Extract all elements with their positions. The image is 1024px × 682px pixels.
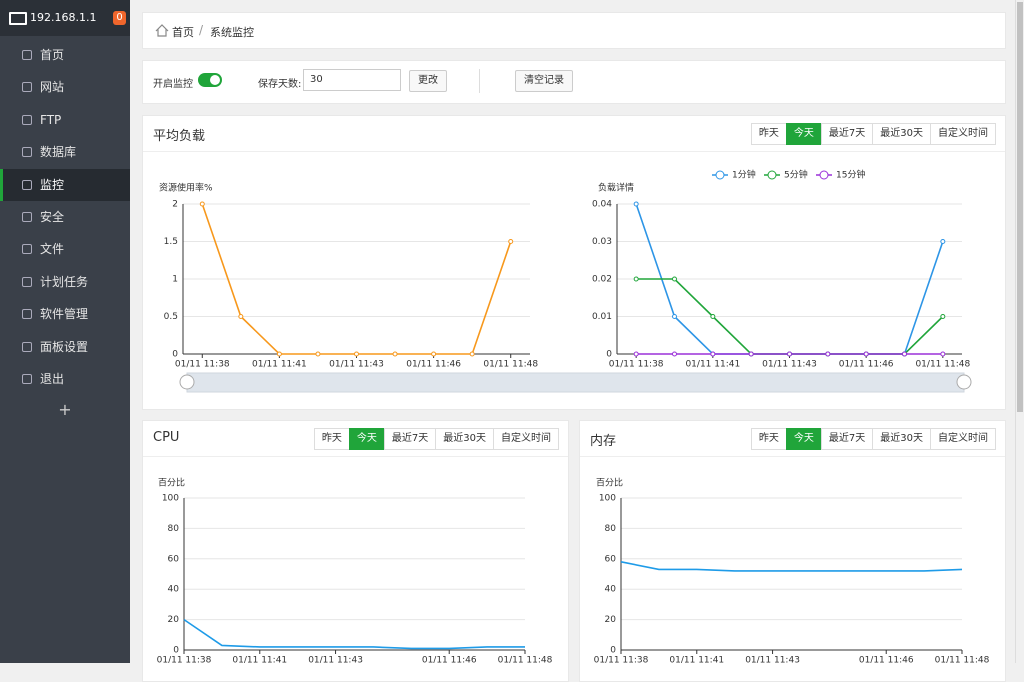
menu-item[interactable]: 计划任务 [0, 266, 130, 298]
menu: 首页网站 FTP 数据库监控安全文件计划任务软件管理面板设置退出 [0, 39, 130, 395]
sidebar-header: 192.168.1.1 0 [0, 0, 130, 36]
menu-label: 退出 [40, 371, 65, 386]
menu-label: 首页 [40, 48, 65, 62]
menu-label: 面板设置 [40, 339, 89, 354]
range-button[interactable]: 最近30天 [872, 123, 931, 145]
change-button[interactable]: 更改 [409, 70, 447, 92]
monitor-icon [9, 12, 27, 25]
range-button[interactable]: 昨天 [750, 123, 787, 145]
add-button[interactable]: + [58, 400, 72, 419]
menu-item[interactable]: 文件 [0, 233, 130, 265]
menu-icon [22, 50, 32, 60]
menu-item[interactable]: 软件管理 [0, 298, 130, 330]
memory-panel: 内存 昨天 今天 最近7天 最近30天 自定义时间 [579, 420, 1006, 682]
menu-icon [22, 341, 32, 352]
breadcrumb-panel: 首页 / 系统监控 [142, 12, 1006, 49]
menu-icon [22, 82, 32, 93]
menu-item[interactable]: FTP [0, 104, 130, 136]
panel-header: 平均负载 昨天 今天 最近7天 最近30天 自定义时间 [143, 116, 1005, 152]
menu-icon [22, 114, 32, 125]
range-button[interactable]: 自定义时间 [930, 123, 996, 145]
sidebar: 192.168.1.1 0 首页网站 FTP 数据库监控安全文件计划任务软件管理面板… [0, 0, 130, 663]
menu-icon [22, 373, 32, 384]
load-panel: 平均负载 昨天 今天 最近7天 最近30天 自定义时间 [142, 115, 1006, 410]
breadcrumb-link[interactable]: 首页 [172, 26, 194, 39]
badge[interactable]: 0 [113, 11, 126, 25]
clear-button[interactable]: 清空记录 [515, 70, 573, 92]
panel-title: CPU [153, 430, 180, 445]
range-button[interactable]: 昨天 [750, 428, 787, 450]
range-button[interactable]: 自定义时间 [493, 428, 559, 450]
breadcrumb-current: 系统监控 [210, 26, 254, 39]
menu-label: 计划任务 [40, 274, 89, 289]
menu-icon [22, 211, 32, 222]
panel-title: 平均负载 [153, 129, 206, 144]
menu-label: 软件管理 [40, 307, 89, 322]
menu-label: FTP [40, 112, 62, 127]
menu-icon [22, 147, 32, 158]
menu-item[interactable]: 网站 [0, 71, 130, 103]
range-button[interactable]: 最近7天 [820, 428, 874, 450]
controls-panel: 开启监控 保存天数: 30 更改 清空记录 [142, 60, 1006, 104]
range-button[interactable]: 今天 [785, 428, 822, 450]
menu-icon [22, 276, 32, 287]
cpu-panel: CPU 昨天 今天 最近7天 最近30天 自定义时间 [142, 420, 569, 682]
panel-title: 内存 [590, 434, 617, 449]
host: 192.168.1.1 [30, 11, 97, 24]
range-group: 昨天 今天 最近7天 最近30天 自定义时间 [750, 428, 996, 450]
range-group: 昨天 今天 最近7天 最近30天 自定义时间 [750, 123, 996, 145]
menu-icon [22, 309, 32, 320]
range-button[interactable]: 最近7天 [383, 428, 437, 450]
monitor-label: 开启监控 [153, 79, 193, 90]
days-label: 保存天数: [258, 79, 302, 90]
menu-label: 网站 [40, 80, 65, 95]
menu-item[interactable]: 首页 [0, 39, 130, 71]
range-group: 昨天 今天 最近7天 最近30天 自定义时间 [313, 428, 559, 450]
scrollbar[interactable] [1015, 0, 1024, 663]
range-button[interactable]: 今天 [785, 123, 822, 145]
panel-header: CPU 昨天 今天 最近7天 最近30天 自定义时间 [143, 421, 568, 457]
range-button[interactable]: 最近30天 [435, 428, 494, 450]
range-button[interactable]: 自定义时间 [930, 428, 996, 450]
menu-label: 监控 [40, 177, 65, 192]
menu-icon [22, 244, 32, 255]
days-input[interactable]: 30 [303, 69, 401, 91]
menu-item[interactable]: 数据库 [0, 136, 130, 168]
menu-item[interactable]: 面板设置 [0, 331, 130, 363]
menu-icon [22, 179, 32, 190]
menu-label: 数据库 [40, 145, 77, 160]
menu-label: 安全 [40, 209, 65, 224]
home-icon [155, 24, 169, 37]
range-button[interactable]: 今天 [348, 428, 385, 450]
range-button[interactable]: 最近7天 [820, 123, 874, 145]
monitor-toggle[interactable] [198, 73, 222, 87]
menu-label: 文件 [40, 242, 65, 257]
range-button[interactable]: 昨天 [313, 428, 350, 450]
menu-item[interactable]: 监控 [0, 168, 130, 201]
range-button[interactable]: 最近30天 [872, 428, 931, 450]
panel-header: 内存 昨天 今天 最近7天 最近30天 自定义时间 [580, 421, 1005, 457]
menu-item[interactable]: 退出 [0, 363, 130, 395]
menu-item[interactable]: 安全 [0, 201, 130, 233]
